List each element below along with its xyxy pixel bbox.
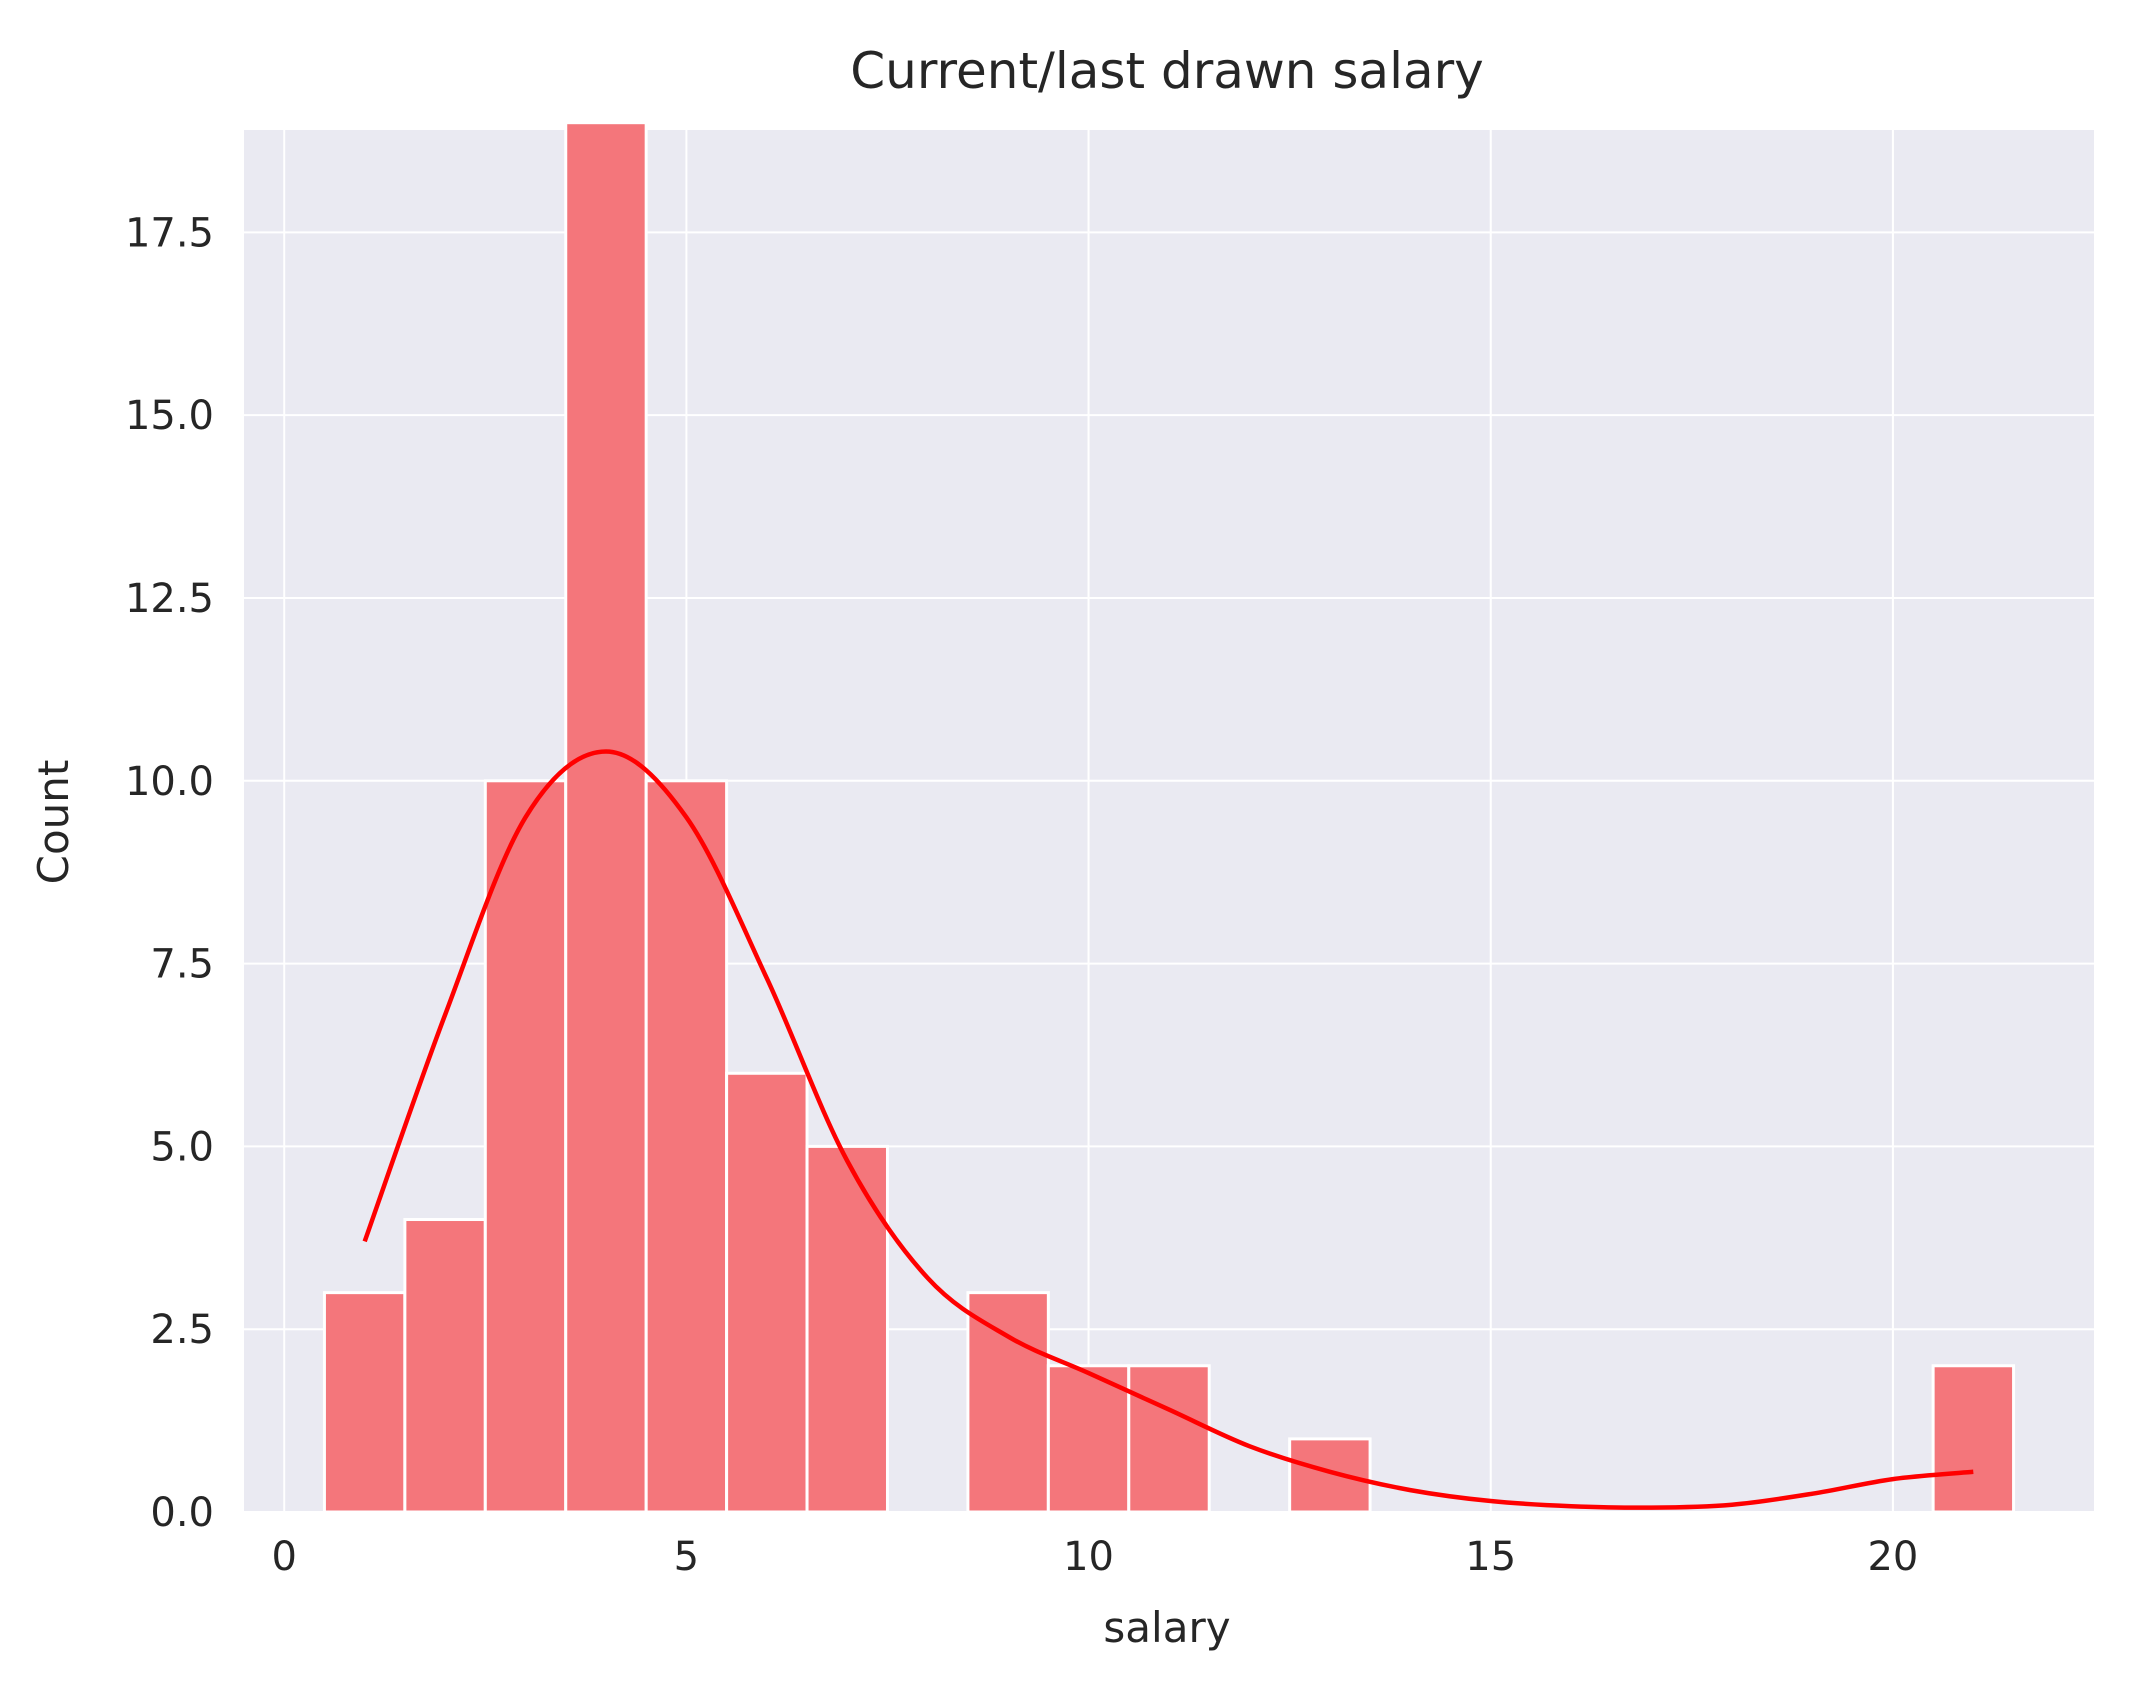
y-tick-label: 15.0 bbox=[125, 393, 214, 439]
histogram-bar bbox=[644, 779, 729, 1514]
histogram-bar bbox=[322, 1291, 407, 1514]
y-tick-label: 2.5 bbox=[150, 1307, 214, 1353]
y-tick-label: 7.5 bbox=[150, 942, 214, 988]
x-tick-label: 15 bbox=[1465, 1534, 1516, 1580]
chart-title: Current/last drawn salary bbox=[850, 42, 1484, 100]
histogram-bar bbox=[1931, 1364, 2016, 1514]
y-axis-label: Count bbox=[29, 760, 78, 885]
y-tick-label: 0.0 bbox=[150, 1490, 214, 1536]
x-tick-label: 20 bbox=[1867, 1534, 1918, 1580]
y-tick-label: 10.0 bbox=[125, 759, 214, 805]
histogram-bar bbox=[725, 1071, 809, 1514]
histogram-bar bbox=[483, 779, 568, 1514]
x-axis-label: salary bbox=[1103, 1603, 1230, 1652]
histogram-bar bbox=[1288, 1437, 1372, 1514]
x-tick-label: 5 bbox=[674, 1534, 699, 1580]
y-tick-label: 12.5 bbox=[125, 576, 214, 622]
y-tick-label: 17.5 bbox=[125, 210, 214, 256]
histogram-bar bbox=[564, 121, 648, 1514]
y-tick-label: 5.0 bbox=[150, 1124, 214, 1170]
histogram-bar bbox=[805, 1144, 889, 1514]
kde-line bbox=[362, 749, 1974, 1510]
histogram-bar bbox=[966, 1291, 1050, 1514]
histogram-bar bbox=[1127, 1364, 1211, 1514]
x-tick-label: 0 bbox=[271, 1534, 296, 1580]
histogram-bar bbox=[403, 1218, 487, 1514]
plot-area: 0 5 10 15 20 0.0 2.5 5.0 7.5 10.0 12.5 15.0 17.5 bbox=[125, 121, 2094, 1580]
histogram-bar bbox=[1046, 1364, 1131, 1514]
x-tick-label: 10 bbox=[1063, 1534, 1114, 1580]
